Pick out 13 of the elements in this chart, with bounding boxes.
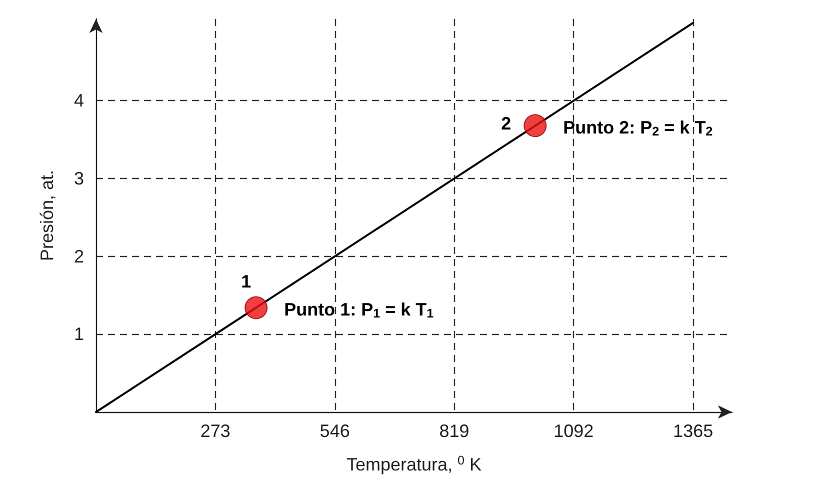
x-tick-label: 546 (320, 421, 350, 441)
x-tick-label: 273 (200, 421, 230, 441)
y-tick-label: 3 (74, 168, 84, 189)
y-tick-label: 4 (74, 90, 84, 111)
x-tick-label: 819 (439, 421, 470, 441)
y-axis-title: Presión, at. (37, 170, 57, 262)
annotation: 1 (241, 272, 252, 292)
x-tick-label: 1092 (554, 421, 594, 441)
x-tick-label: 1365 (673, 421, 714, 441)
x-axis-title: Temperatura, 0 K (346, 454, 482, 474)
y-tick-label: 1 (74, 324, 84, 344)
y-tick-label: 2 (74, 246, 84, 266)
annotation: 2 (501, 114, 512, 134)
